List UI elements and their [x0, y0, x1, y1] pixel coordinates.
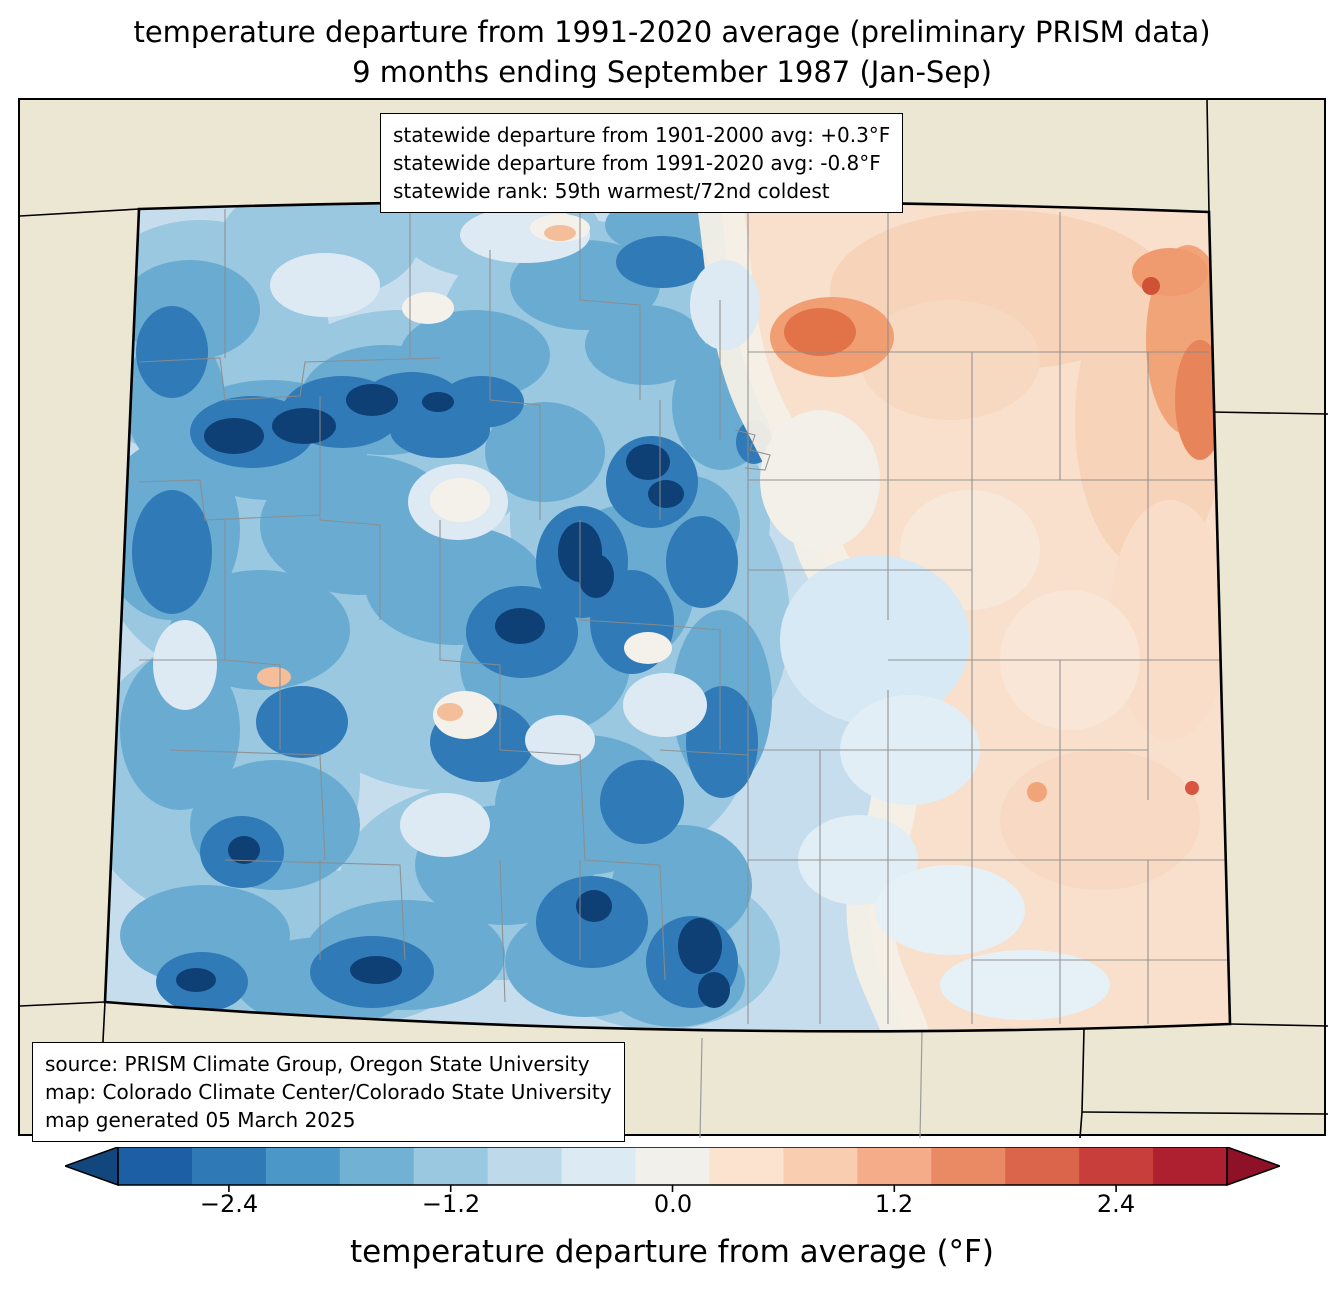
stats-line-2: statewide departure from 1991-2020 avg: … [393, 151, 881, 175]
source-line-3: map generated 05 March 2025 [45, 1108, 356, 1132]
colorbar-ticks [228, 1185, 1117, 1192]
source-box: source: PRISM Climate Group, Oregon Stat… [32, 1042, 625, 1142]
title-line-2: 9 months ending September 1987 (Jan-Sep) [352, 55, 992, 89]
colorbar-left-arrow [65, 1147, 119, 1187]
temperature-field [105, 201, 1230, 1032]
colorbar-segments [118, 1147, 1228, 1185]
stats-line-1: statewide departure from 1901-2000 avg: … [393, 123, 891, 147]
source-line-1: source: PRISM Climate Group, Oregon Stat… [45, 1052, 590, 1076]
source-line-2: map: Colorado Climate Center/Colorado St… [45, 1080, 612, 1104]
colorado-map [20, 100, 1328, 1138]
map-frame: statewide departure from 1901-2000 avg: … [18, 98, 1328, 1142]
colorbar [65, 1147, 1280, 1192]
tick-label-neg2p4: −2.4 [199, 1190, 259, 1218]
tick-label-1p2: 1.2 [874, 1190, 914, 1218]
stats-line-3: statewide rank: 59th warmest/72nd coldes… [393, 179, 830, 203]
stats-box: statewide departure from 1901-2000 avg: … [380, 113, 904, 213]
colorbar-title: temperature departure from average (°F) [350, 1234, 994, 1270]
colorbar-right-arrow [1226, 1147, 1280, 1187]
tick-label-2p4: 2.4 [1096, 1190, 1136, 1218]
county-borders [138, 209, 1230, 1024]
figure-title: temperature departure from 1991-2020 ave… [0, 12, 1344, 92]
title-line-1: temperature departure from 1991-2020 ave… [133, 15, 1211, 49]
neighbor-county-borders [699, 1031, 923, 1138]
tick-label-0p0: 0.0 [653, 1190, 693, 1218]
tick-label-neg1p2: −1.2 [421, 1190, 481, 1218]
